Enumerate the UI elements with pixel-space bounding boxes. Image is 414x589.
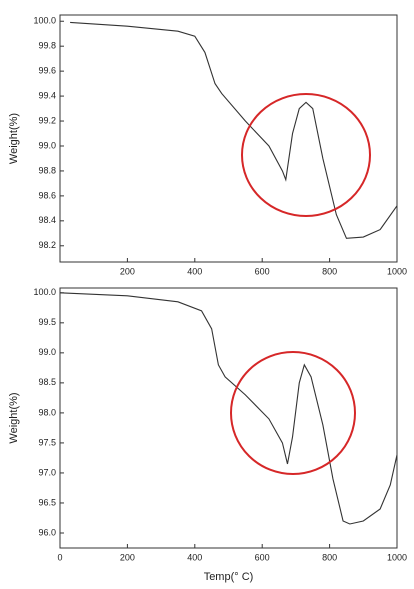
highlight-circle — [241, 93, 371, 217]
y-axis-label: Weight(%) — [8, 113, 20, 164]
y-tick-label: 98.8 — [38, 165, 56, 175]
y-tick-label: 98.2 — [38, 240, 56, 250]
y-tick-label: 99.0 — [38, 140, 56, 150]
y-tick-label: 98.0 — [38, 407, 56, 417]
highlight-circle — [230, 351, 356, 475]
x-tick-label: 800 — [322, 266, 337, 276]
y-tick-label: 99.6 — [38, 66, 56, 76]
y-tick-label: 98.6 — [38, 190, 56, 200]
y-tick-label: 98.4 — [38, 215, 56, 225]
y-tick-label: 96.5 — [38, 497, 56, 507]
x-axis-label: Temp(° C) — [204, 571, 254, 583]
y-tick-label: 98.5 — [38, 377, 56, 387]
y-tick-label: 99.4 — [38, 90, 56, 100]
y-tick-label: 99.2 — [38, 115, 56, 125]
x-tick-label: 200 — [120, 552, 135, 562]
y-tick-label: 100.0 — [33, 16, 56, 26]
x-tick-label: 800 — [322, 552, 337, 562]
x-tick-label: 400 — [187, 266, 202, 276]
plot-frame — [59, 14, 398, 263]
y-tick-label: 100.0 — [33, 287, 56, 297]
y-axis-label: Weight(%) — [8, 392, 20, 443]
data-line — [59, 292, 398, 525]
y-tick-label: 99.5 — [38, 317, 56, 327]
x-tick-label: 200 — [120, 266, 135, 276]
x-tick-label: 600 — [255, 552, 270, 562]
x-tick-label: 1000 — [387, 552, 407, 562]
x-tick-label: 400 — [187, 552, 202, 562]
x-tick-label: 0 — [57, 552, 62, 562]
data-line — [70, 21, 398, 239]
y-tick-label: 97.5 — [38, 437, 56, 447]
y-tick-label: 96.0 — [38, 527, 56, 537]
x-tick-label: 600 — [255, 266, 270, 276]
x-tick-label: 1000 — [387, 266, 407, 276]
plot-frame — [59, 287, 398, 549]
y-tick-label: 99.8 — [38, 41, 56, 51]
y-tick-label: 99.0 — [38, 347, 56, 357]
y-tick-label: 97.0 — [38, 467, 56, 477]
